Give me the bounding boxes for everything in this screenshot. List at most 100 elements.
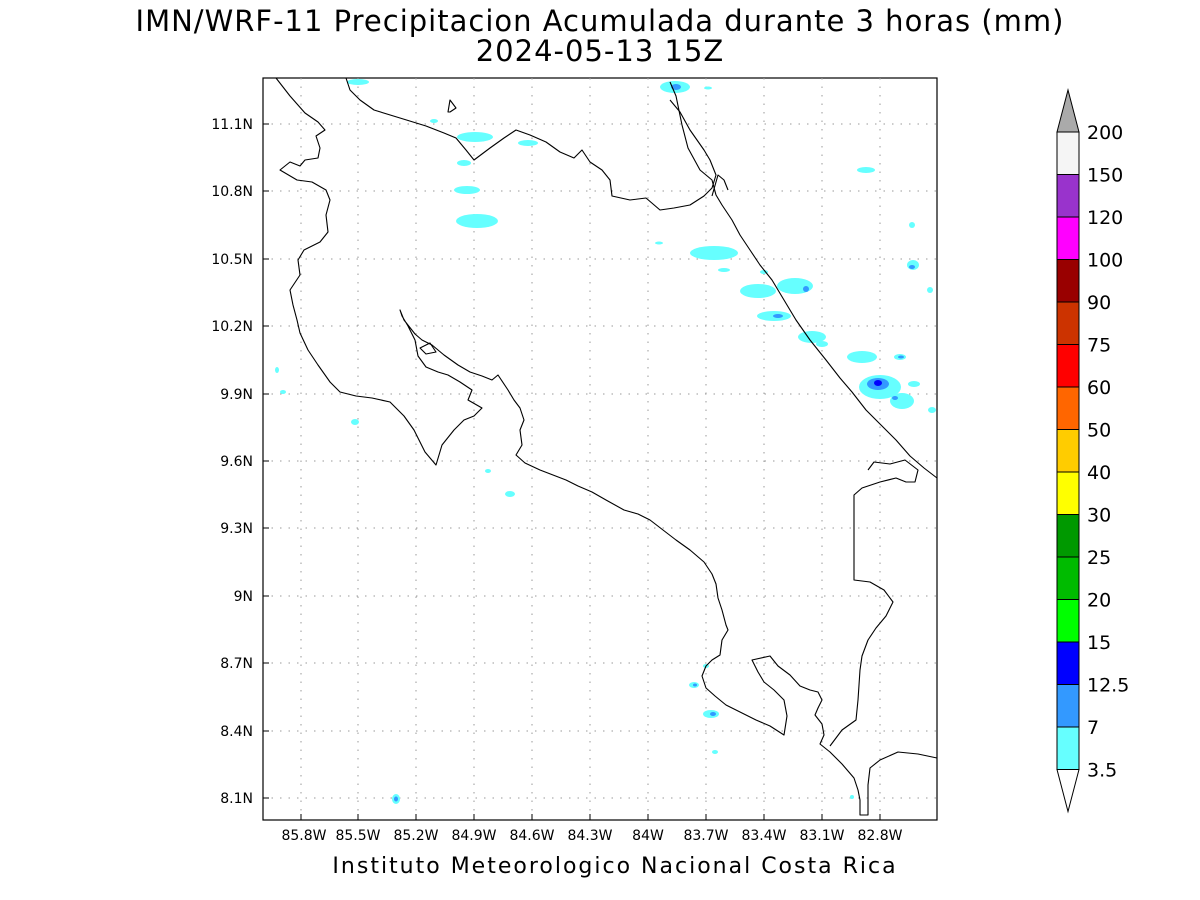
lon-label: 84.6W [509,828,554,844]
lon-label: 82.8W [857,828,902,844]
precip-patch [777,278,813,294]
precip-patch [909,222,915,228]
colorbar-segment [1056,386,1080,430]
precip-patch [690,246,738,260]
lon-label: 84.9W [451,828,496,844]
colorbar-segment [1056,641,1080,685]
precip-patch [430,119,438,123]
panama-border [829,459,919,747]
precip-patch [909,265,915,269]
colorbar-top-arrow [1056,88,1080,133]
precip-patch [857,167,875,173]
colorbar-segment [1056,599,1080,643]
lon-label: 85.8W [281,828,326,844]
lagoon [419,342,437,355]
map-title: IMN/WRF-11 Precipitacion Acumulada duran… [135,4,1065,38]
precip-patch [394,796,398,802]
lat-label: 8.4N [220,724,253,740]
colorbar-label: 120 [1087,207,1123,229]
precip-patch [803,286,809,292]
precip-patch [457,132,493,142]
colorbar-segment [1056,514,1080,558]
precip-patch [874,380,882,386]
colorbar-label: 30 [1087,505,1111,527]
colorbar-bottom-arrow [1056,769,1080,814]
colorbar-label: 50 [1087,420,1111,442]
colorbar-label: 7 [1087,717,1099,739]
lat-label: 10.2N [211,319,253,335]
colorbar-segment [1056,471,1080,515]
colorbar-label: 12.5 [1087,675,1129,697]
precip-patch [847,351,877,363]
colorbar-label: 90 [1087,292,1111,314]
lat-label: 9.6N [220,454,253,470]
lon-label: 83.7W [683,828,728,844]
lon-label: 85.2W [393,828,438,844]
precip-patch [671,84,681,90]
grid-lines [263,78,937,820]
lat-label: 8.1N [220,791,253,807]
precip-patch [928,407,936,413]
colorbar-segment [1056,301,1080,345]
colorbar-segment [1056,174,1080,218]
lat-label: 8.7N [220,656,253,672]
latitude-labels: 11.1N 10.8N 10.5N 10.2N 9.9N 9.6N 9.3N 9… [211,117,253,807]
lat-label: 9.9N [220,387,253,403]
colorbar-label: 60 [1087,377,1111,399]
precip-patch [351,419,359,425]
precip-patch [740,284,776,298]
precip-patch [850,795,854,799]
lat-label: 9N [234,589,253,605]
precip-patch [275,367,279,373]
precip-patch [457,160,471,166]
colorbar-segment [1056,726,1080,770]
lat-label: 10.8N [211,184,253,200]
precip-patch [454,186,480,194]
precip-patch [892,396,898,400]
colorbar-label: 100 [1087,250,1123,272]
lat-label: 11.1N [211,117,253,133]
colorbar-segment [1056,429,1080,473]
lon-label: 84.3W [567,828,612,844]
colorbar-label: 25 [1087,547,1111,569]
precip-patch [816,341,828,347]
coastlines-and-borders [275,77,938,816]
colorbar-segment [1056,556,1080,600]
precip-patch [280,390,286,394]
colorbar-label: 150 [1087,165,1123,187]
lat-label: 10.5N [211,252,253,268]
colorbar-segment [1056,216,1080,260]
precipitation-field [275,79,936,804]
precip-patch [456,214,498,228]
colorbar-label: 20 [1087,590,1111,612]
axis-ticks [263,123,881,820]
colorbar-label: 200 [1087,122,1123,144]
colorbar-segment [1056,344,1080,388]
colorbar-label: 40 [1087,462,1111,484]
precip-patch [710,712,716,716]
lon-label: 85.5W [335,828,380,844]
precip-patch [704,86,712,90]
colorbar-label: 15 [1087,632,1111,654]
precip-patch [908,381,920,387]
footer-credit: Instituto Meteorologico Nacional Costa R… [332,854,898,879]
precip-patch [518,140,538,146]
precip-patch [347,79,369,85]
colorbar-legend: 200 150 120 100 90 75 60 50 40 30 25 20 15 12.5 7 3.5 [1056,88,1129,814]
map-frame [262,77,938,821]
precip-patch [718,268,730,272]
lon-label: 84W [632,828,664,844]
caribbean-coast [669,81,938,479]
precip-patch [693,683,697,687]
lat-label: 9.3N [220,521,253,537]
precip-patch [890,393,914,409]
longitude-labels: 85.8W 85.5W 85.2W 84.9W 84.6W 84.3W 84W … [281,828,902,844]
precip-patch [798,331,826,343]
laguna [447,99,457,113]
precip-patch [655,241,663,245]
precip-patch [712,750,718,754]
lon-label: 83.1W [799,828,844,844]
precip-patch [485,469,491,473]
precip-patch [505,491,515,497]
